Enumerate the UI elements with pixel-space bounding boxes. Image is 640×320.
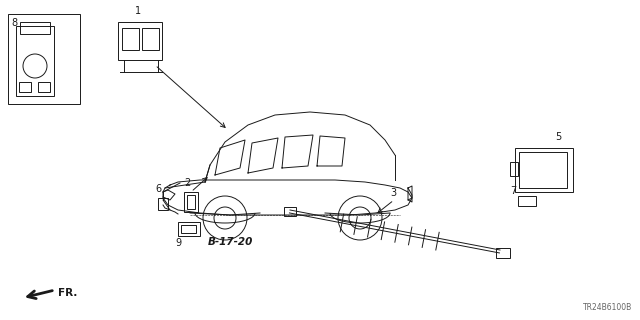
Bar: [20, 22, 50, 34]
Text: 6: 6: [155, 184, 161, 194]
Bar: [496, 248, 509, 259]
Bar: [38, 82, 50, 92]
Bar: [519, 152, 567, 188]
Text: 1: 1: [135, 6, 141, 16]
Text: FR.: FR.: [58, 288, 77, 298]
Bar: [284, 207, 296, 216]
Bar: [187, 195, 195, 209]
Text: TR24B6100B: TR24B6100B: [583, 303, 632, 312]
Bar: [510, 162, 518, 176]
Text: 7: 7: [510, 186, 516, 196]
Text: 8: 8: [11, 18, 17, 28]
Text: 9: 9: [175, 238, 181, 248]
Bar: [178, 222, 200, 236]
Bar: [8, 14, 80, 104]
Bar: [118, 22, 162, 60]
Text: B-17-20: B-17-20: [208, 237, 253, 247]
Bar: [122, 28, 139, 50]
Text: 3: 3: [390, 188, 396, 198]
Text: 5: 5: [555, 132, 561, 142]
Bar: [184, 192, 198, 212]
Text: 2: 2: [184, 178, 190, 188]
Bar: [518, 196, 536, 206]
Bar: [181, 225, 196, 233]
Bar: [158, 198, 168, 210]
Bar: [142, 28, 159, 50]
Bar: [515, 148, 573, 192]
Bar: [16, 26, 54, 96]
Bar: [19, 82, 31, 92]
